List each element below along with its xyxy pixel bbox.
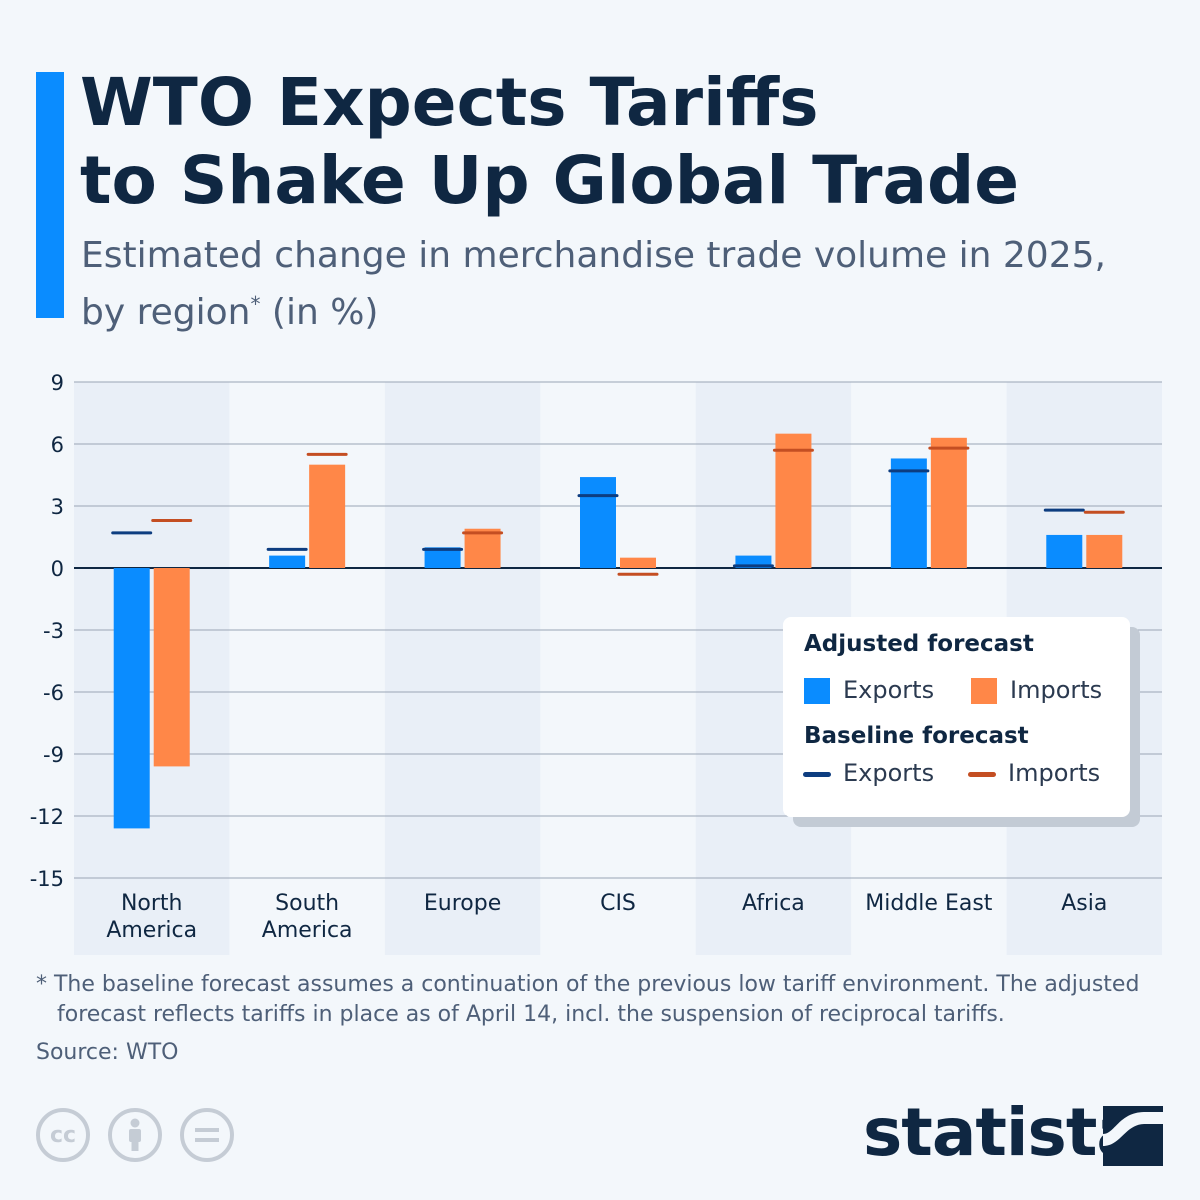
y-tick-label: -12 (30, 805, 64, 829)
x-tick-label: CIS (600, 891, 636, 916)
title-line-2: to Shake Up Global Trade (80, 142, 1019, 219)
y-tick-label: -9 (43, 743, 64, 767)
subtitle-line-2: by region (81, 292, 251, 333)
bar-imports (620, 557, 656, 568)
legend-label-baseline-imports: Imports (1008, 759, 1101, 787)
legend-label-adjusted-imports: Imports (1010, 676, 1103, 704)
bar-imports (775, 433, 812, 568)
bar-exports (580, 477, 616, 568)
bar-exports (113, 568, 150, 829)
legend: Adjusted forecast Exports Imports Baseli… (783, 617, 1130, 817)
x-tick-label: Asia (1061, 891, 1107, 916)
legend-baseline-title: Baseline forecast (804, 723, 1029, 749)
bar-exports (269, 555, 306, 568)
x-tick-label: Africa (742, 891, 805, 916)
bar-imports (464, 528, 501, 568)
legend-line-baseline-exports (803, 772, 831, 777)
legend-label-baseline-exports: Exports (843, 759, 935, 787)
bar-exports (1046, 534, 1083, 568)
no-derivatives-icon[interactable] (180, 1108, 234, 1162)
footnote-marker: * (250, 292, 261, 316)
brand-wordmark: statista (863, 1094, 1141, 1171)
legend-swatch-adjusted-exports (804, 678, 830, 704)
x-tick-label: North (121, 891, 183, 916)
bar-imports (1086, 534, 1123, 568)
column-band (74, 382, 230, 955)
bar-exports (890, 458, 927, 568)
source-text: Source: WTO (36, 1040, 179, 1065)
y-tick-label: 9 (51, 371, 64, 395)
footnote: * The baseline forecast assumes a contin… (36, 970, 1176, 1030)
legend-swatch-adjusted-imports (971, 678, 997, 704)
page-title: WTO Expects Tariffs to Shake Up Global T… (80, 64, 1180, 220)
cc-icon[interactable]: cc (36, 1108, 90, 1162)
y-tick-label: -15 (30, 867, 64, 891)
bar-imports (930, 437, 967, 568)
x-tick-label: Europe (424, 891, 501, 916)
y-tick-label: 0 (51, 557, 64, 581)
y-tick-label: -6 (43, 681, 64, 705)
attribution-icon[interactable] (108, 1108, 162, 1162)
subtitle-unit: (in %) (260, 292, 379, 333)
legend-label-adjusted-exports: Exports (843, 676, 935, 704)
footnote-line-1: * The baseline forecast assumes a contin… (36, 972, 1140, 997)
legend-adjusted-title: Adjusted forecast (804, 631, 1034, 657)
bar-exports (424, 547, 461, 568)
statista-logo-icon (1103, 1106, 1163, 1166)
subtitle: Estimated change in merchandise trade vo… (81, 232, 1181, 337)
title-accent-bar (36, 72, 64, 318)
column-band (384, 382, 541, 955)
x-tick-label: America (262, 918, 353, 943)
bar-imports (153, 568, 190, 767)
statista-logo[interactable]: statista (863, 1094, 1163, 1171)
x-tick-label: South (275, 891, 339, 916)
y-tick-label: 6 (51, 433, 64, 457)
y-tick-label: -3 (43, 619, 64, 643)
x-tick-label: America (106, 918, 197, 943)
legend-line-baseline-imports (968, 772, 996, 777)
x-tick-label: Middle East (865, 891, 993, 916)
title-line-1: WTO Expects Tariffs (80, 64, 819, 141)
bar-imports (309, 464, 346, 568)
subtitle-line-1: Estimated change in merchandise trade vo… (81, 235, 1106, 276)
y-tick-label: 3 (51, 495, 64, 519)
footnote-line-2: forecast reflects tariffs in place as of… (57, 1002, 1005, 1027)
